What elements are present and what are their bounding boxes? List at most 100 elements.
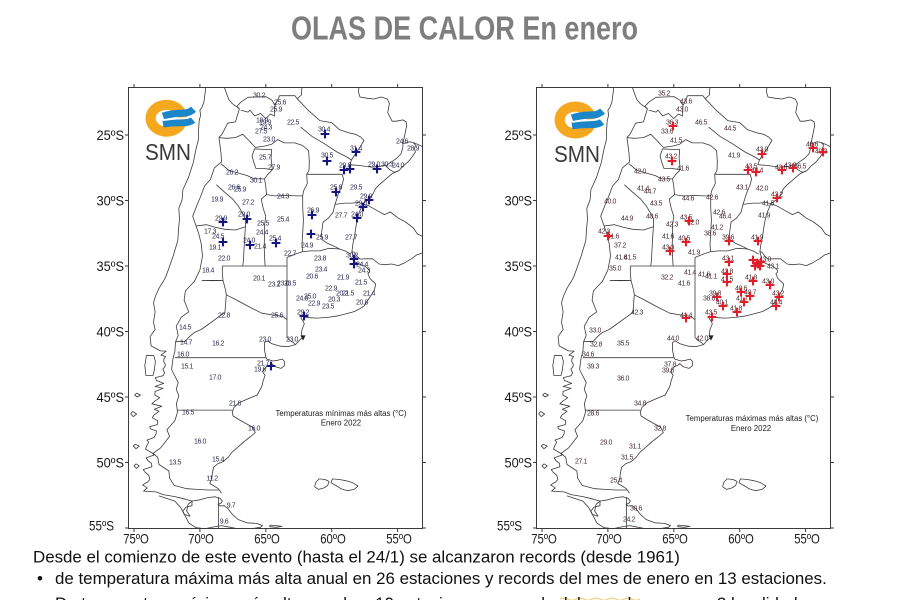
svg-text:39.6: 39.6	[662, 368, 675, 375]
svg-text:43.1: 43.1	[767, 264, 780, 271]
svg-text:44.9: 44.9	[621, 216, 634, 223]
svg-text:•: •	[37, 594, 43, 600]
svg-text:39.3: 39.3	[587, 364, 600, 371]
svg-text:70ºO: 70ºO	[188, 531, 214, 547]
svg-text:37.2: 37.2	[614, 243, 627, 250]
svg-text:32.8: 32.8	[654, 426, 667, 433]
svg-text:SMN: SMN	[554, 141, 600, 167]
svg-text:27.5: 27.5	[255, 129, 268, 136]
svg-text:43.0: 43.0	[784, 163, 797, 170]
svg-text:30.3: 30.3	[381, 162, 394, 169]
svg-text:21.9: 21.9	[337, 275, 350, 282]
svg-text:25.4: 25.4	[277, 217, 290, 224]
svg-text:21.7: 21.7	[257, 361, 270, 368]
svg-text:15.1: 15.1	[181, 364, 194, 371]
svg-text:41.5: 41.5	[670, 138, 683, 145]
svg-text:43.5: 43.5	[745, 164, 758, 171]
svg-text:41.5: 41.5	[624, 255, 637, 262]
svg-text:16.2: 16.2	[212, 341, 225, 348]
svg-text:22.8: 22.8	[218, 313, 231, 320]
svg-text:60ºO: 60ºO	[320, 531, 346, 547]
svg-text:20.1: 20.1	[253, 276, 266, 283]
svg-text:55ºS: 55ºS	[497, 518, 522, 534]
svg-text:24.6: 24.6	[396, 139, 409, 146]
svg-text:43.0: 43.0	[762, 279, 775, 286]
svg-text:42.3: 42.3	[666, 222, 679, 229]
svg-text:27.7: 27.7	[335, 213, 348, 220]
svg-text:46.5: 46.5	[695, 120, 708, 127]
svg-text:29.8: 29.8	[339, 163, 352, 170]
svg-text:23.2: 23.2	[268, 282, 281, 289]
svg-text:42.0: 42.0	[756, 186, 769, 193]
svg-text:24.8: 24.8	[296, 296, 309, 303]
svg-text:29.0: 29.0	[355, 201, 368, 208]
svg-text:24.4: 24.4	[356, 262, 369, 269]
svg-text:43.5: 43.5	[680, 215, 693, 222]
svg-text:25.4: 25.4	[610, 478, 623, 485]
svg-text:24.2: 24.2	[623, 517, 636, 524]
svg-text:41.9: 41.9	[758, 213, 771, 220]
svg-text:21.4: 21.4	[254, 244, 267, 251]
svg-text:28.6: 28.6	[587, 411, 600, 418]
svg-text:30.6: 30.6	[630, 506, 643, 513]
svg-text:22.9: 22.9	[325, 286, 338, 293]
svg-text:41.6: 41.6	[678, 281, 691, 288]
svg-text:SMN: SMN	[145, 139, 191, 165]
svg-text:25.5: 25.5	[257, 221, 270, 228]
svg-text:21.5: 21.5	[355, 280, 368, 287]
svg-text:65ºO: 65ºO	[662, 531, 688, 547]
svg-text:22.7: 22.7	[284, 251, 297, 258]
svg-text:14.5: 14.5	[179, 325, 192, 332]
svg-text:26.6: 26.6	[228, 185, 241, 192]
svg-text:41.6: 41.6	[607, 234, 620, 241]
svg-text:42.3: 42.3	[598, 229, 611, 236]
svg-text:24.0: 24.0	[392, 163, 405, 170]
svg-text:27.9: 27.9	[268, 165, 281, 172]
svg-text:36.5: 36.5	[794, 164, 807, 171]
svg-text:22.0: 22.0	[218, 256, 231, 263]
svg-text:23.5: 23.5	[322, 304, 335, 311]
svg-text:24.3: 24.3	[358, 268, 371, 275]
svg-text:44.7: 44.7	[644, 189, 657, 196]
svg-text:40ºS: 40ºS	[97, 324, 125, 340]
svg-text:37.8: 37.8	[664, 362, 677, 369]
svg-text:25.0: 25.0	[304, 294, 317, 301]
svg-text:42.6: 42.6	[713, 210, 726, 217]
svg-text:27.7: 27.7	[345, 235, 358, 242]
svg-text:42.3: 42.3	[631, 310, 644, 317]
svg-text:31.1: 31.1	[629, 444, 642, 451]
svg-text:33.0: 33.0	[589, 328, 602, 335]
svg-text:34.6: 34.6	[582, 352, 595, 359]
svg-text:42.6: 42.6	[706, 195, 719, 202]
svg-text:16.0: 16.0	[248, 426, 261, 433]
svg-text:21.4: 21.4	[363, 291, 376, 298]
svg-text:43.0: 43.0	[759, 257, 772, 264]
svg-text:40.5: 40.5	[678, 236, 691, 243]
svg-text:40.6: 40.6	[646, 214, 659, 221]
svg-text:21.5: 21.5	[342, 291, 355, 298]
svg-text:30.5: 30.5	[321, 153, 334, 160]
svg-text:24.9: 24.9	[301, 243, 314, 250]
svg-text:43.5: 43.5	[658, 177, 671, 184]
svg-text:24.3: 24.3	[260, 125, 273, 132]
svg-text:18.4: 18.4	[202, 268, 215, 275]
svg-text:30.2: 30.2	[253, 93, 266, 100]
svg-text:25.9: 25.9	[234, 187, 247, 194]
svg-text:60ºO: 60ºO	[728, 531, 754, 547]
svg-text:32.2: 32.2	[661, 275, 674, 282]
svg-text:44.0: 44.0	[667, 336, 680, 343]
svg-text:30ºS: 30ºS	[505, 193, 533, 209]
svg-text:50ºS: 50ºS	[97, 455, 125, 471]
svg-text:27.1: 27.1	[575, 459, 588, 466]
svg-text:29.0: 29.0	[368, 162, 381, 169]
svg-text:29.5: 29.5	[350, 185, 363, 192]
svg-text:17.0: 17.0	[209, 375, 222, 382]
svg-text:23.4: 23.4	[315, 267, 328, 274]
svg-text:41.6: 41.6	[677, 166, 690, 173]
svg-text:50ºS: 50ºS	[505, 455, 533, 471]
svg-text:75ºO: 75ºO	[123, 531, 149, 547]
svg-text:26.2: 26.2	[226, 170, 239, 177]
svg-text:55ºO: 55ºO	[794, 531, 820, 547]
svg-text:35.2: 35.2	[658, 91, 671, 98]
svg-text:35.5: 35.5	[617, 341, 630, 348]
